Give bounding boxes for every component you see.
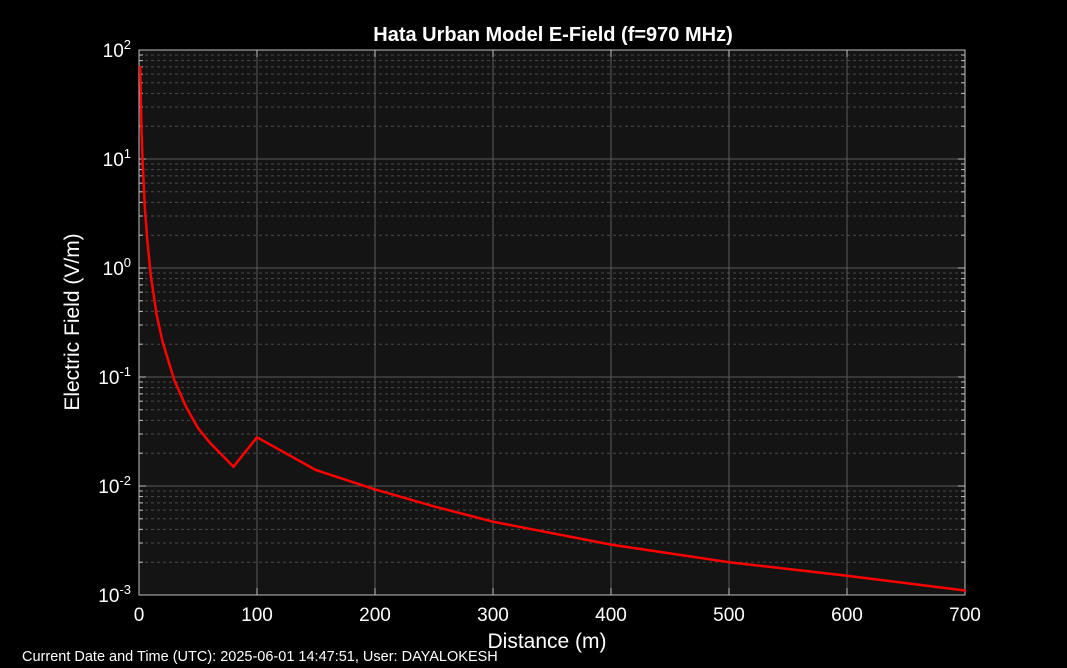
plot-area: [139, 50, 965, 595]
y-tick-label: 102: [103, 37, 131, 62]
series-line-0: [138, 65, 967, 592]
x-tick-label: 500: [713, 605, 745, 626]
x-tick-label: 400: [595, 605, 627, 626]
x-tick-label: 100: [241, 605, 273, 626]
x-tick-label: 300: [477, 605, 509, 626]
x-tick-label: 700: [949, 605, 981, 626]
plot-frame: [138, 49, 966, 596]
series-layer: [138, 65, 967, 592]
x-tick-label: 0: [134, 605, 145, 626]
x-axis-label: Distance (m): [487, 630, 606, 653]
x-tick-label: 200: [359, 605, 391, 626]
y-tick-label: 10-1: [98, 364, 131, 389]
y-tick-label: 10-3: [98, 582, 131, 607]
y-axis-label: Electric Field (V/m): [61, 233, 84, 410]
chart-title: Hata Urban Model E-Field (f=970 MHz): [373, 24, 733, 46]
y-tick-label: 10-2: [98, 473, 131, 498]
y-tick-label: 100: [103, 255, 131, 280]
x-tick-label: 600: [831, 605, 863, 626]
axis-ticks: 102 101 100 10-1 10-2 10-30 100 200 300 400 500 600…: [98, 37, 981, 626]
footer-timestamp-user: Current Date and Time (UTC): 2025-06-01 …: [22, 649, 498, 665]
y-tick-label: 101: [103, 146, 131, 171]
